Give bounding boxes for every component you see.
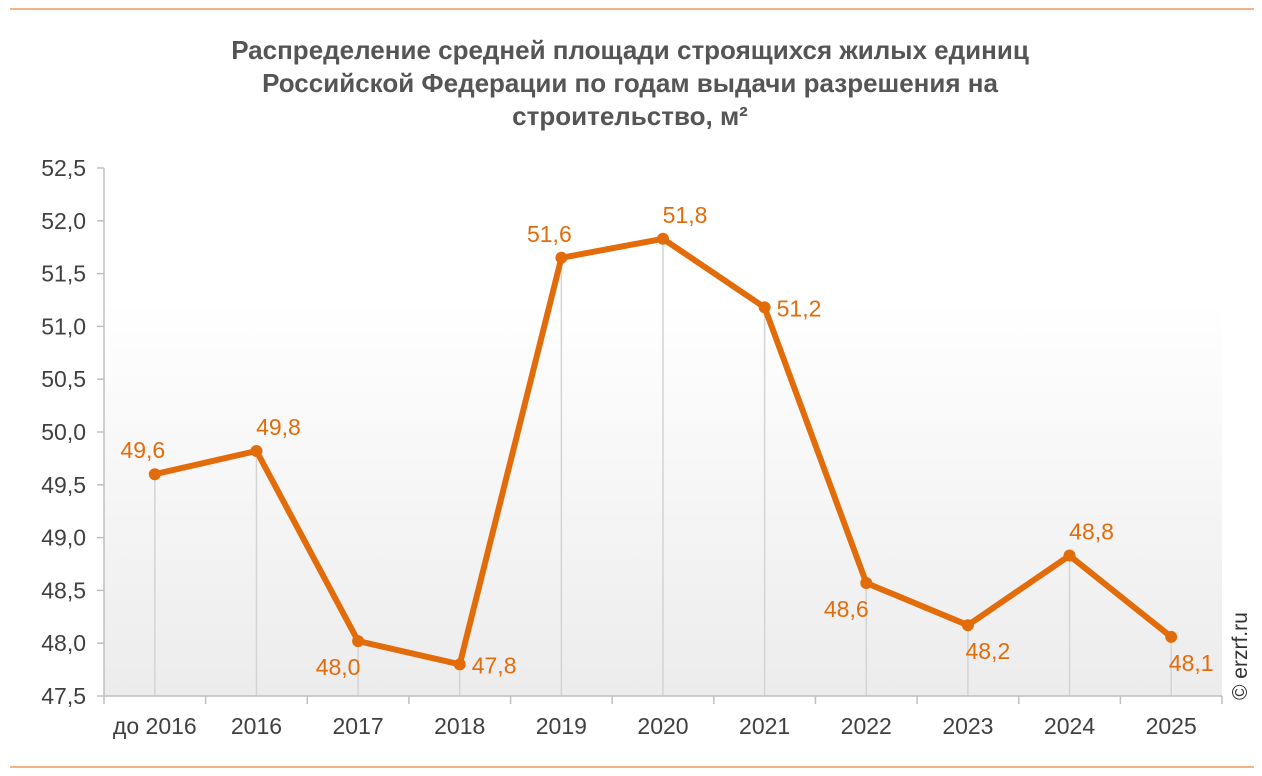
y-tick-label: 48,0 — [41, 630, 86, 656]
x-tick-label: 2021 — [739, 713, 790, 739]
data-labels: 49,6 49,8 48,0 47,8 51,6 51,8 51,2 48,6 48,2 48,8… — [120, 202, 1213, 680]
data-label: 47,8 — [472, 652, 517, 678]
data-label: 49,6 — [120, 437, 165, 463]
bottom-rule — [10, 766, 1254, 768]
title-line-3: строительство, м² — [512, 101, 748, 131]
y-tick-label: 49,0 — [41, 525, 86, 551]
title-line-2: Российской Федерации по годам выдачи раз… — [262, 68, 998, 98]
top-rule — [10, 8, 1254, 10]
x-tick-label: 2023 — [942, 713, 993, 739]
data-label: 48,1 — [1169, 650, 1214, 676]
x-tick-label: 2017 — [333, 713, 384, 739]
y-tick-label: 52,5 — [41, 155, 86, 181]
data-point — [352, 635, 365, 648]
data-point — [1063, 549, 1076, 562]
title-line-1: Распределение средней площади строящихся… — [231, 35, 1029, 65]
x-tick-label: 2016 — [231, 713, 282, 739]
y-tick-label: 49,5 — [41, 472, 86, 498]
x-tick-label: 2022 — [841, 713, 892, 739]
x-tick-label: до 2016 — [113, 713, 197, 739]
x-tick-label: 2025 — [1146, 713, 1197, 739]
data-point — [555, 251, 568, 264]
x-axis-ticks: до 2016 2016 2017 2018 2019 2020 2021 2022 2023 2… — [103, 696, 1223, 739]
y-tick-label: 52,0 — [41, 208, 86, 234]
data-point — [961, 619, 974, 632]
data-label: 48,6 — [824, 596, 869, 622]
y-tick-label: 47,5 — [41, 683, 86, 709]
x-tick-label: 2019 — [536, 713, 587, 739]
y-tick-label: 51,0 — [41, 313, 86, 339]
data-label: 51,6 — [527, 221, 572, 247]
chart-title: Распределение средней площади строящихся… — [120, 34, 1140, 133]
x-tick-label: 2018 — [434, 713, 485, 739]
y-tick-label: 50,5 — [41, 366, 86, 392]
drop-lines — [154, 238, 1172, 696]
y-tick-label: 51,5 — [41, 261, 86, 287]
series — [148, 232, 1178, 671]
data-point — [1165, 630, 1178, 643]
data-point — [657, 232, 669, 245]
data-label: 48,2 — [966, 638, 1011, 664]
data-point — [758, 301, 771, 314]
data-label: 49,8 — [256, 414, 301, 440]
data-label: 48,8 — [1069, 519, 1114, 545]
data-point — [250, 445, 263, 458]
data-point — [453, 658, 466, 671]
data-point — [148, 468, 161, 481]
data-point — [860, 577, 873, 590]
y-tick-label: 48,5 — [41, 577, 86, 603]
data-label: 51,8 — [663, 202, 708, 228]
x-tick-label: 2020 — [637, 713, 688, 739]
y-axis-ticks: 47,5 48,0 48,5 49,0 49,5 50,0 50,5 51,0 51,5 52,0… — [41, 155, 104, 709]
x-tick-label: 2024 — [1044, 713, 1095, 739]
watermark: © erzrf.ru — [1229, 612, 1252, 700]
data-label: 51,2 — [777, 295, 822, 321]
y-tick-label: 50,0 — [41, 419, 86, 445]
data-label: 48,0 — [316, 654, 361, 680]
